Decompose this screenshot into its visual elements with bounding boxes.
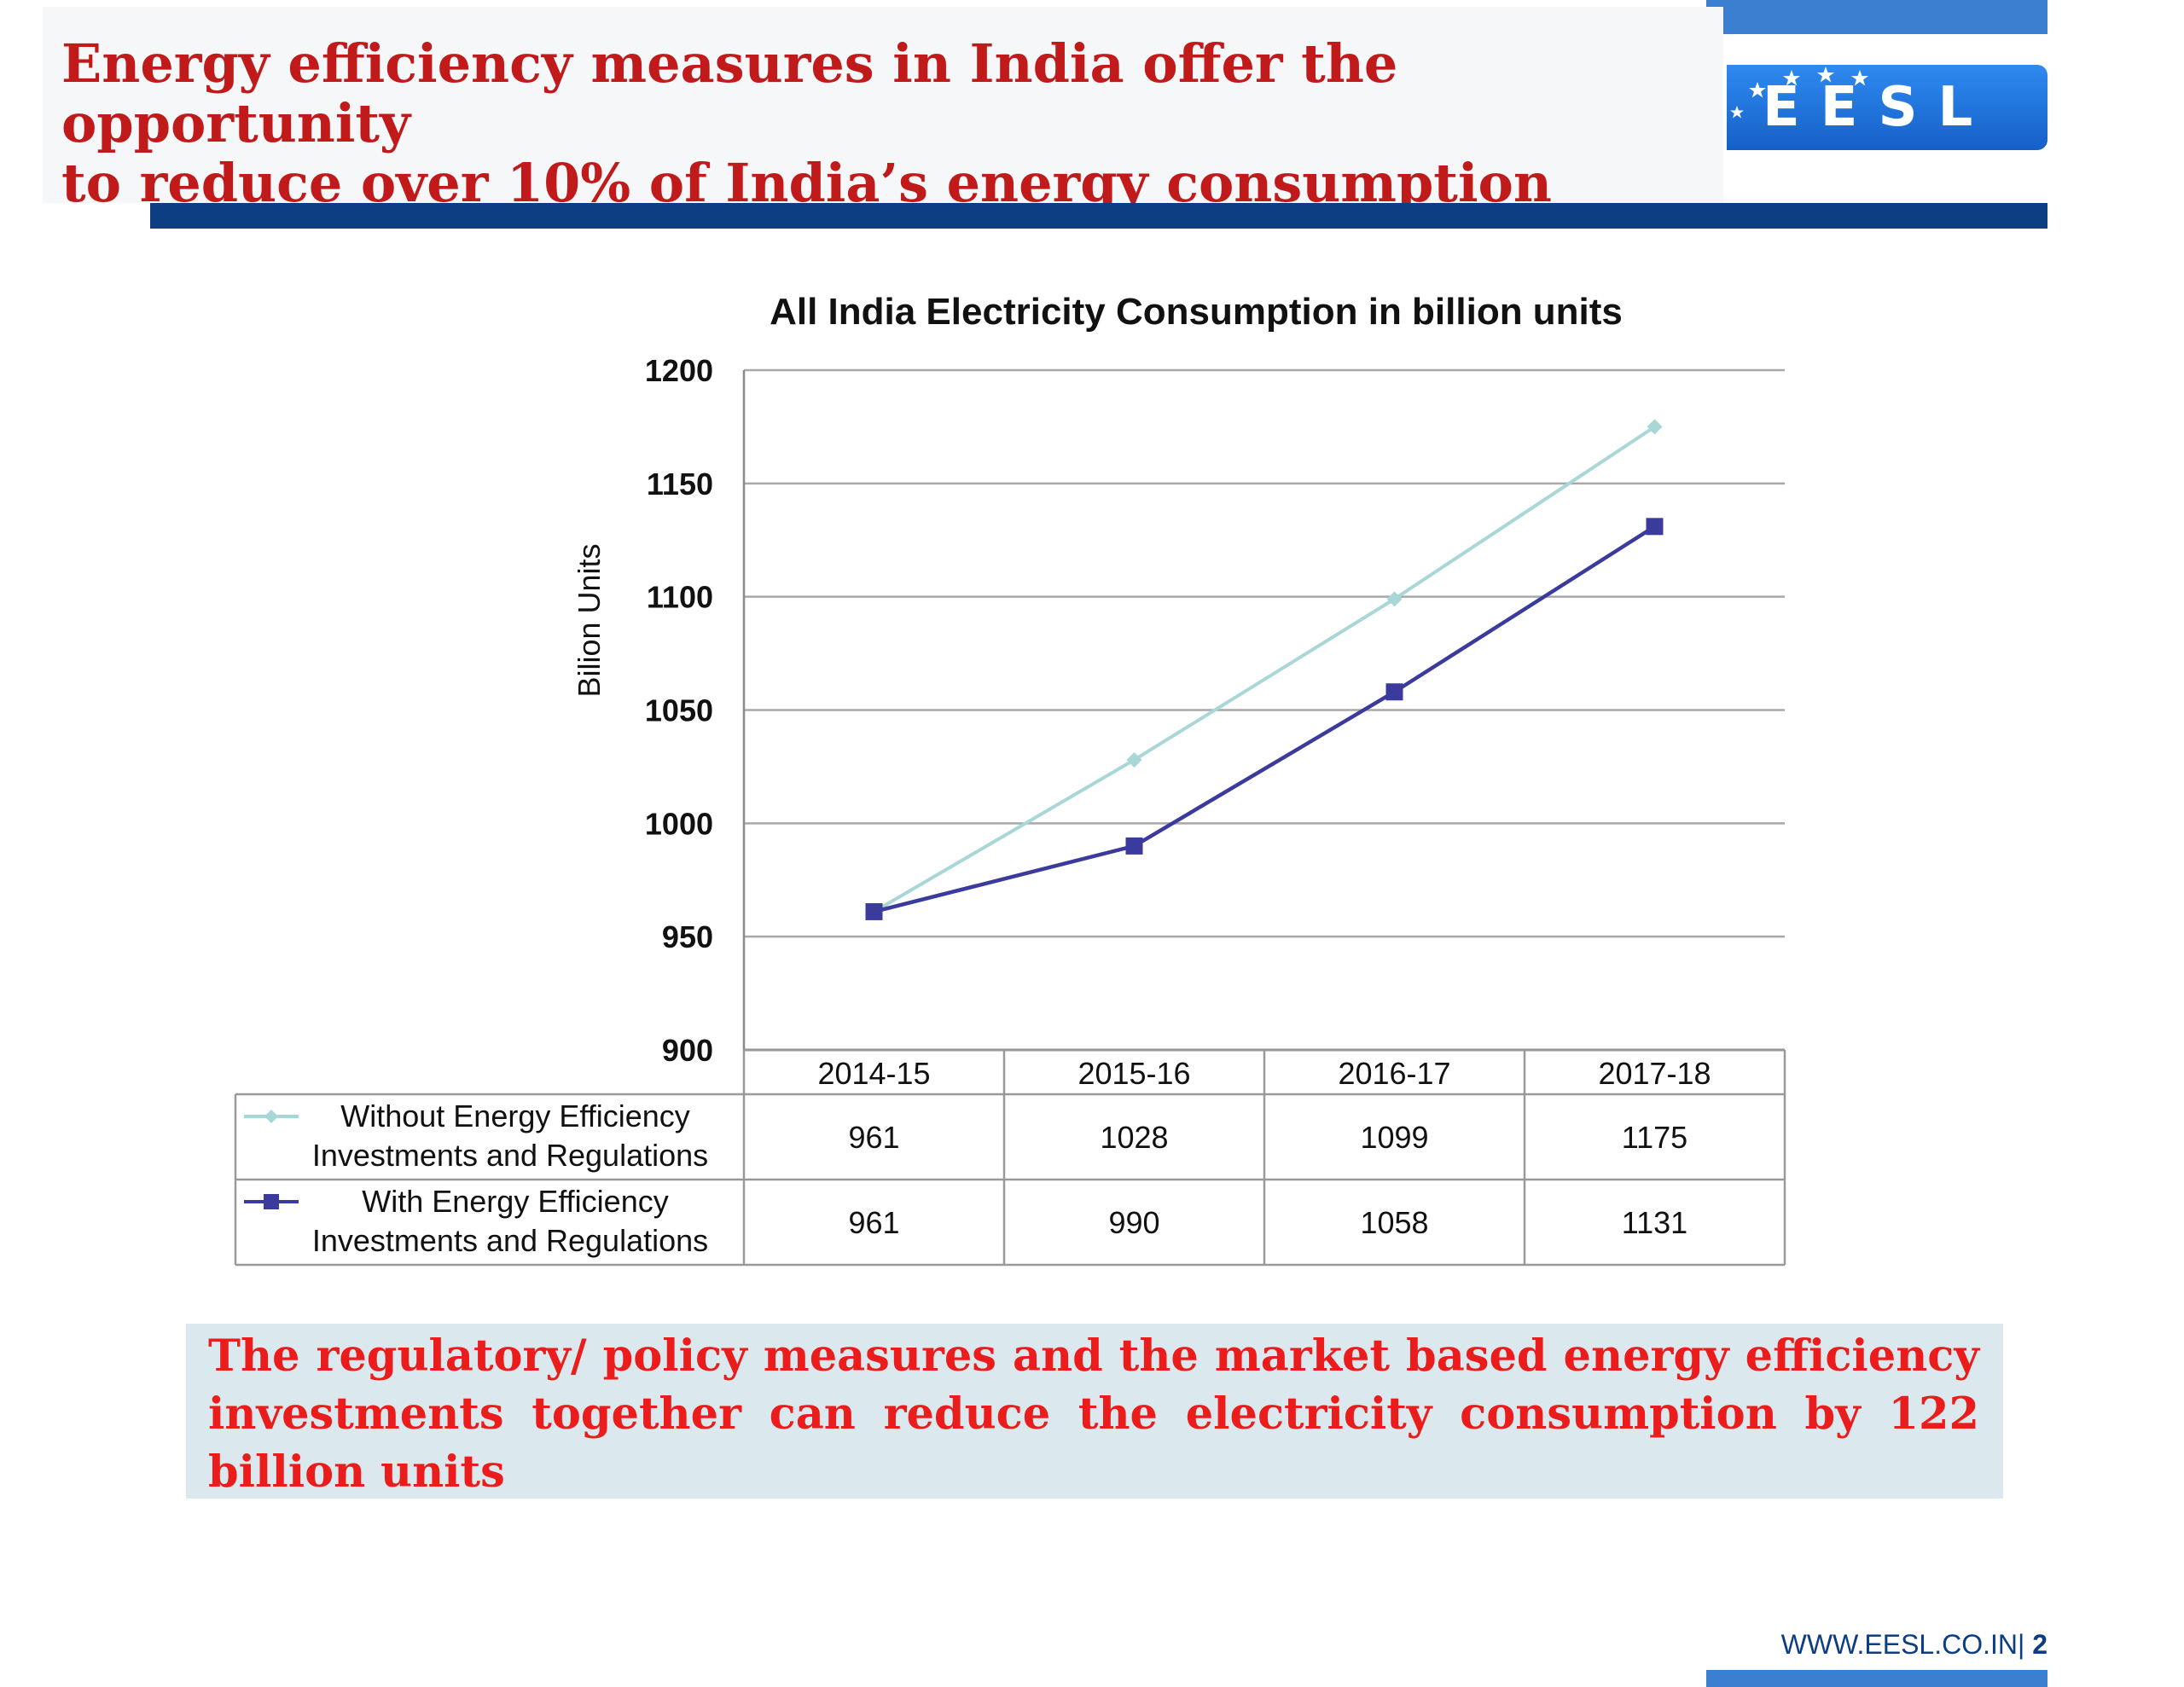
y-tick-label: 1200 — [645, 353, 713, 388]
legend-key-marker — [264, 1194, 279, 1209]
data-point-diamond — [1386, 591, 1403, 607]
y-tick-label: 900 — [662, 1033, 713, 1068]
data-point-diamond — [1647, 419, 1663, 435]
x-category-label: 2016-17 — [1338, 1056, 1450, 1091]
data-point-square — [1646, 518, 1664, 536]
y-tick-label: 950 — [662, 919, 713, 954]
page-number: 2 — [2032, 1629, 2048, 1660]
x-category-label: 2015-16 — [1077, 1056, 1190, 1091]
legend-label-line: Investments and Regulations — [312, 1223, 708, 1258]
x-category-label: 2014-15 — [817, 1056, 930, 1091]
data-table-value: 1175 — [1622, 1120, 1687, 1155]
bottom-accent-strip — [1706, 1670, 2048, 1687]
top-accent-strip — [1706, 0, 2048, 34]
y-tick-label: 1000 — [645, 806, 713, 841]
x-category-label: 2017-18 — [1598, 1056, 1711, 1091]
series-line — [873, 525, 1656, 914]
series-line — [873, 425, 1656, 913]
legend-key-marker — [264, 1110, 278, 1123]
title-panel — [43, 7, 1723, 203]
eesl-logo: EESL — [1727, 65, 2048, 150]
data-table-value: 1099 — [1360, 1120, 1428, 1155]
footer-separator: | — [2018, 1629, 2033, 1660]
data-table-value: 961 — [848, 1120, 899, 1155]
y-tick-label: 1150 — [647, 467, 713, 501]
data-table-value: 1131 — [1622, 1205, 1687, 1240]
logo-text: EESL — [1763, 76, 1994, 139]
legend-label-line: Without Energy Efficiency — [340, 1099, 690, 1133]
data-table-value: 1028 — [1100, 1120, 1168, 1155]
data-point-diamond — [1126, 751, 1142, 768]
data-table-value: 961 — [848, 1205, 899, 1240]
legend-label-line: Investments and Regulations — [312, 1138, 708, 1173]
y-tick-label: 1050 — [645, 693, 713, 728]
slide-title-line-2: to reduce over 10% of India’s energy con… — [61, 152, 1552, 214]
title-rule — [150, 203, 2048, 229]
slide-title-line-1: Energy efficiency measures in India offe… — [61, 32, 1398, 154]
callout-text: The regulatory/ policy measures and the … — [208, 1330, 1979, 1498]
legend-label-line: With Energy Efficiency — [362, 1184, 668, 1219]
chart-title: All India Electricity Consumption in bil… — [770, 291, 1623, 333]
footer: WWW.EESL.CO.IN| 2 — [1740, 1629, 2048, 1661]
y-axis-label: Bilion Units — [572, 543, 607, 697]
data-point-square — [865, 902, 883, 920]
slide-title: Energy efficiency measures in India offe… — [61, 34, 1708, 213]
footer-url-link[interactable]: WWW.EESL.CO.IN — [1780, 1629, 2018, 1660]
data-table-value: 990 — [1108, 1205, 1159, 1240]
data-point-square — [1125, 837, 1143, 855]
callout-box — [186, 1324, 2003, 1499]
data-point-square — [1385, 683, 1403, 701]
data-table-value: 1058 — [1360, 1205, 1428, 1240]
logo-stars-icon — [1730, 67, 1868, 119]
y-tick-label: 1100 — [647, 580, 713, 615]
